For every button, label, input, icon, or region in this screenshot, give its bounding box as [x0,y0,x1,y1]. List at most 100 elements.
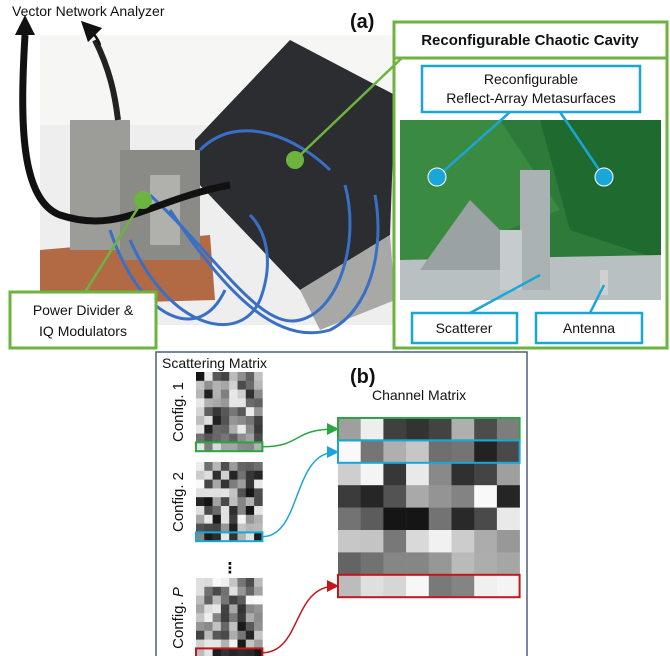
matrix-cell [229,586,238,596]
matrix-cell [237,586,247,596]
matrix-cell [204,416,213,426]
matrix-cell [360,418,384,441]
scatterer-label: Scatterer [436,320,493,336]
shape [520,170,550,290]
matrix-cell [212,442,222,452]
config-index: P [170,587,187,597]
vna-label: Vector Network Analyzer [12,3,165,19]
matrix-cell [245,497,255,507]
matrix-cell [229,523,238,533]
panel-label: (a) [350,11,374,33]
matrix-cell [254,622,263,632]
matrix-cell [254,497,263,507]
matrix-cell [229,398,238,408]
matrix-cell [383,552,407,576]
matrix-cell [338,440,361,464]
pointer-dot [594,167,614,187]
matrix-cell [406,552,430,576]
matrix-cell [196,639,205,649]
matrix-cell [196,372,205,382]
shape [128,213,269,326]
metasurface-box [420,64,642,114]
matrix-cell [229,595,238,605]
matrix-cell [474,507,498,531]
matrix-cell [237,424,247,434]
matrix-cell [204,622,213,632]
matrix-cell [237,372,247,382]
matrix-cell [229,497,238,507]
matrix-cell [220,462,230,472]
matrix-cell [204,424,213,434]
matrix-cell [245,407,255,417]
matrix-cell [474,462,498,486]
matrix-cell [237,416,247,426]
matrix-cell [220,604,230,614]
matrix-cell [245,613,255,623]
matrix-cell [496,485,520,508]
matrix-cell [196,622,205,632]
antenna-box [534,311,644,345]
matrix-cell [220,407,230,417]
matrix-cell [212,532,222,542]
matrix-cell [196,479,205,489]
matrix-cell [237,639,247,649]
matrix-cell [406,507,430,531]
pointer-line [469,273,541,315]
matrix-cell [204,470,213,480]
matrix-cell [254,578,263,588]
matrix-cell [245,488,255,498]
matrix-cell [245,416,255,426]
shape [148,184,352,323]
matrix-cell [220,578,230,588]
matrix-cell [406,530,430,553]
matrix-cell [229,424,238,434]
matrix-cell [245,424,255,434]
matrix-cell [237,622,247,632]
matrix-cell [474,440,498,464]
matrix-cell [245,398,255,408]
matrix-cell [220,613,230,623]
matrix-cell [212,470,222,480]
matrix-cell [212,407,222,417]
matrix-cell [212,523,222,533]
matrix-cell [196,398,205,408]
matrix-cell [204,514,213,524]
matrix-cell [428,507,452,531]
matrix-cell [204,488,213,498]
matrix-cell [428,530,452,553]
matrix-cell [254,604,263,614]
setup-photo [19,34,395,335]
matrix-cell [245,578,255,588]
config-prefix: Config. [170,601,187,649]
matrix-cell [220,479,230,489]
matrix-cell [254,488,263,498]
pointer-line [588,284,606,314]
matrix-cell [229,389,238,399]
shape [500,230,522,290]
matrix-cell [204,497,213,507]
matrix-cell [360,574,384,598]
matrix-cell [474,574,498,598]
matrix-cell [204,479,213,489]
shape [198,129,332,172]
matrix-cell [204,578,213,588]
mapping-arrow [261,580,339,654]
matrix-cell [254,648,263,656]
matrix-cell [204,506,213,516]
matrix-cell [254,398,263,408]
arrow [80,20,103,46]
config-label: Config. P [170,587,187,649]
cavity-photo [400,120,661,300]
matrix-cell [204,398,213,408]
matrix-cell [428,552,452,576]
matrix-cell [245,630,255,640]
matrix-cell [245,595,255,605]
config-label: Config. 1 [170,382,187,442]
matrix-cell [229,639,238,649]
matrix-cell [212,604,222,614]
matrix-cell [254,523,263,533]
matrix-cell [229,514,238,524]
matrix-cell [212,586,222,596]
matrix-cell [229,470,238,480]
matrix-cell [237,506,247,516]
